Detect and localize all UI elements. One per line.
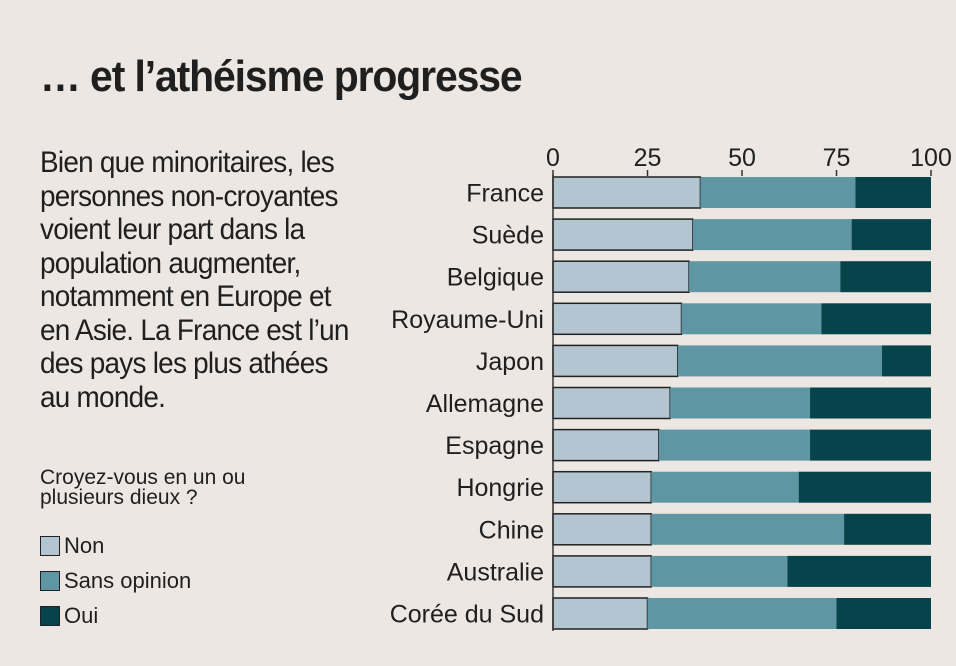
x-tick-label: 0 [546,144,560,172]
category-label: Belgique [447,264,544,292]
chart-title: … et l’athéisme progresse [40,52,523,101]
legend: Non Sans opinion Oui [40,528,191,633]
bar-oui [851,219,931,251]
bar-non [552,218,694,251]
bar-non [552,176,702,209]
bar-oui [840,261,931,293]
bar-sans-opinion [670,387,811,419]
category-label: Suède [472,222,544,250]
bar-sans-opinion [658,429,811,461]
bar-non [552,386,671,420]
bar-non [552,513,653,546]
category-label: Chine [479,516,544,544]
bar-non [552,597,649,630]
legend-label-non: Non [64,532,105,558]
x-tick-label: 25 [634,144,662,172]
bar-oui [787,555,931,587]
bar-sans-opinion [677,345,882,377]
bar-oui [821,303,931,335]
legend-item-sans-opinion: Sans opinion [40,563,191,598]
bar-oui [881,345,931,377]
legend-swatch-non [40,535,60,556]
legend-item-non: Non [40,528,191,563]
description-text: Bien que minoritaires, les personnes non… [40,146,349,414]
category-label: France [466,180,544,208]
bar-sans-opinion [651,555,788,587]
bar-sans-opinion [651,513,845,545]
bar-sans-opinion [700,177,856,208]
bar-sans-opinion [689,261,841,293]
bar-non [552,260,690,293]
category-label: Espagne [445,432,544,460]
category-label: Corée du Sud [390,601,544,629]
bar-non [552,302,683,336]
bar-oui [844,513,931,545]
category-label: Royaume-Uni [391,306,544,334]
bar-sans-opinion [651,471,799,503]
bar-oui [798,471,931,503]
bar-non [552,470,653,504]
x-tick-label: 75 [823,144,851,172]
bar-non [552,344,679,378]
bar-sans-opinion [647,598,837,629]
bar-sans-opinion [692,219,852,251]
bar-oui [836,598,931,629]
category-label: Australie [447,558,544,586]
bar-oui [855,177,931,208]
x-tick-label: 100 [910,144,952,172]
category-label: Japon [476,348,544,376]
category-label: Hongrie [456,474,544,502]
bar-oui [810,429,931,461]
legend-swatch-sans-opinion [40,570,60,591]
category-label: Allemagne [426,390,544,418]
legend-swatch-oui [40,605,60,626]
x-tick-label: 50 [728,144,756,172]
legend-item-oui: Oui [40,598,191,633]
legend-label-sans-opinion: Sans opinion [64,567,192,593]
bar-non [552,428,660,462]
bar-sans-opinion [681,303,822,335]
bar-non [552,555,653,588]
bar-oui [810,387,931,419]
legend-question: Croyez-vous en un ou plusieurs dieux ? [40,466,246,509]
legend-label-oui: Oui [64,602,99,628]
